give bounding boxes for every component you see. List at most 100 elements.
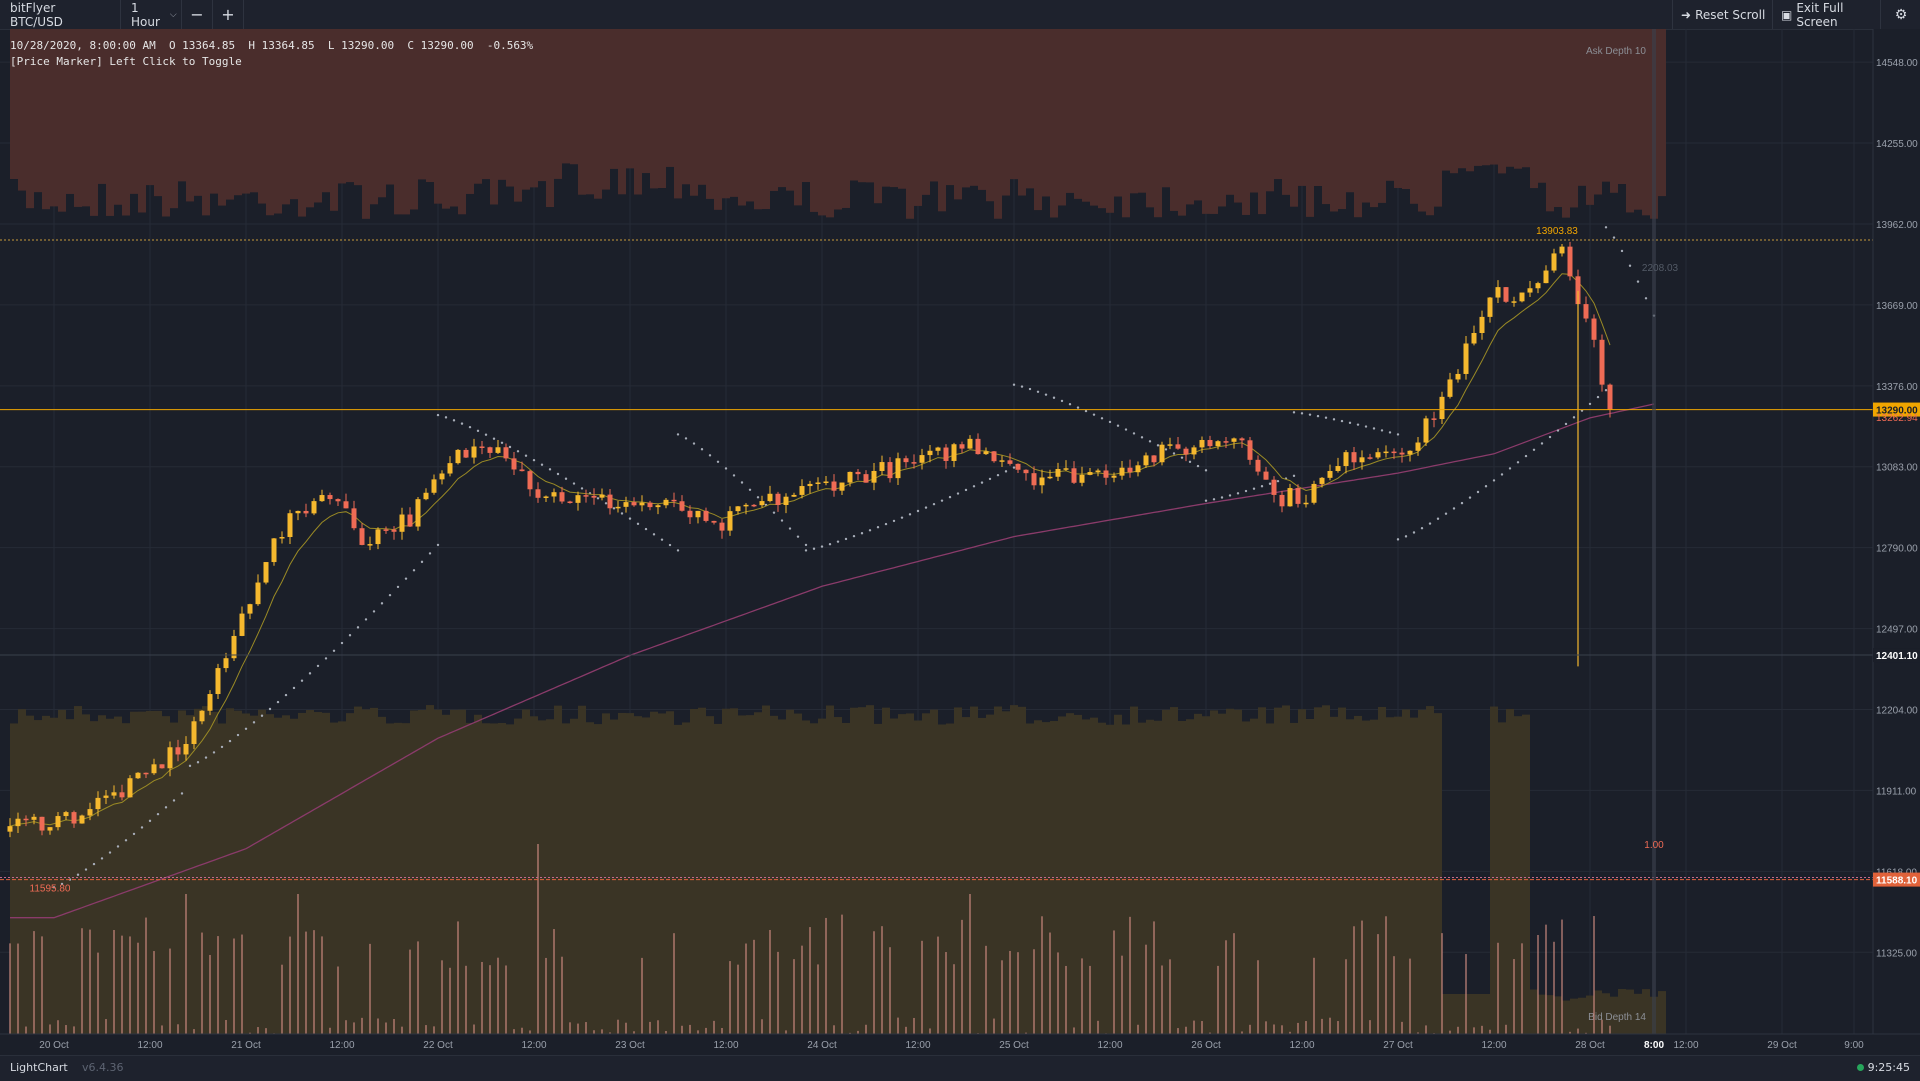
- sar-dot-4-110: [932, 502, 936, 506]
- candle-54: [439, 470, 445, 485]
- candle-body-190: [1527, 288, 1533, 293]
- candle-body-143: [1151, 455, 1157, 463]
- ask-depth-bar-109: [882, 29, 890, 187]
- candle-181: [1455, 369, 1461, 383]
- bid-depth-bar-102: [826, 705, 834, 1034]
- reset-scroll-label: Reset Scroll: [1695, 7, 1766, 22]
- high-line-label: 13903.83: [1536, 226, 1578, 237]
- exit-full-screen-button[interactable]: ▣ Exit Full Screen: [1772, 0, 1883, 29]
- bid-depth-bar-14: [122, 723, 130, 1034]
- sar-dot-1-18: [196, 761, 200, 764]
- ask-depth-bar-56: [458, 29, 466, 215]
- ask-depth-bar-107: [866, 29, 874, 183]
- sar-dot-1-31: [300, 679, 304, 682]
- x-tick-label-18: 12:00: [1673, 1040, 1698, 1051]
- x-tick-label-7: 12:00: [713, 1040, 738, 1051]
- bid-depth-bar-202: [1626, 989, 1634, 1034]
- sar-dot-2-50: [452, 419, 456, 422]
- ask-depth-bar-54: [442, 29, 450, 209]
- ask-depth-bar-72: [586, 29, 594, 195]
- sar-dot-2-58: [516, 450, 520, 453]
- candle-body-189: [1519, 292, 1525, 302]
- ask-depth-bar-204: [1642, 29, 1650, 216]
- sar-dot-5-124: [1044, 393, 1048, 396]
- zoom-in-button[interactable]: +: [213, 0, 244, 29]
- symbol-selector[interactable]: bitFlyer BTC/USD: [0, 0, 121, 29]
- candle-body-5: [47, 827, 53, 831]
- ask-depth-bar-46: [378, 29, 386, 198]
- candle-body-71: [575, 495, 581, 503]
- ask-depth-bar-166: [1338, 29, 1346, 210]
- bid-depth-bar-164: [1322, 705, 1330, 1034]
- sar-dot-1-32: [308, 672, 312, 675]
- bid-depth-bar-80: [650, 711, 658, 1034]
- ask-depth-bar-112: [906, 29, 914, 219]
- bid-depth-bar-103: [834, 717, 842, 1034]
- ask-depth-bar-7: [66, 29, 74, 194]
- candle-body-35: [287, 513, 293, 538]
- sar-dot-3-78: [676, 433, 680, 436]
- ask-depth-bar-172: [1386, 29, 1394, 181]
- ask-depth-bar-110: [890, 29, 898, 188]
- candle-169: [1359, 450, 1365, 470]
- ask-depth-bar-188: [1514, 29, 1522, 169]
- ask-depth-bar-92: [746, 29, 754, 202]
- sar-dot-2-62: [548, 468, 552, 471]
- ask-depth-bar-177: [1426, 29, 1434, 216]
- sar-dot-2-74: [644, 527, 648, 531]
- bid-depth-bar-51: [418, 709, 426, 1034]
- candle-body-20: [167, 747, 173, 769]
- ask-depth-bar-57: [466, 29, 474, 194]
- candle-body-184: [1479, 316, 1485, 333]
- ask-depth-bar-36: [298, 29, 306, 217]
- bid-depth-bar-37: [306, 710, 314, 1034]
- sar-dot-6-146: [1220, 496, 1224, 499]
- candle-162: [1303, 494, 1309, 508]
- candle-135: [1087, 467, 1093, 476]
- ask-depth-bar-129: [1042, 29, 1050, 197]
- candle-body-177: [1423, 418, 1429, 443]
- candle-body-99: [799, 486, 805, 495]
- candle-body-68: [551, 492, 557, 497]
- bid-depth-bar-119: [962, 717, 970, 1034]
- reset-scroll-button[interactable]: ➜ Reset Scroll: [1672, 0, 1773, 29]
- depth-value-label: 1.00: [1644, 840, 1664, 851]
- candle-83: [671, 492, 677, 508]
- x-tick-label-19: 29 Oct: [1767, 1040, 1797, 1051]
- candle-164: [1319, 476, 1325, 488]
- bid-depth-bar-47: [386, 723, 394, 1034]
- candle-68: [551, 488, 557, 503]
- sar-dot-8-176: [1460, 501, 1464, 505]
- ask-depth-bar-167: [1346, 29, 1354, 193]
- bid-depth-bar-67: [546, 719, 554, 1034]
- price-chart[interactable]: Ask Depth 10 Bid Depth 14 13903.83 11595.…: [0, 29, 1920, 1055]
- ask-depth-bar-17: [146, 29, 154, 186]
- interval-selector[interactable]: 1 Hour ⌵: [121, 0, 182, 29]
- candle-183: [1471, 325, 1477, 346]
- candle-89: [719, 518, 725, 539]
- candle-159: [1279, 491, 1285, 513]
- sar-dot-5-120: [1012, 383, 1016, 386]
- ask-depth-bar-120: [970, 29, 978, 186]
- x-tick-label-11: 12:00: [1097, 1040, 1122, 1051]
- bid-depth-bar-182: [1466, 994, 1474, 1034]
- candle-170: [1367, 453, 1373, 460]
- symbol-label: bitFlyer BTC/USD: [10, 0, 63, 29]
- candle-165: [1327, 464, 1333, 481]
- ask-depth-bar-28: [234, 29, 242, 196]
- bid-depth-bar-58: [474, 714, 482, 1034]
- last-price-tag-text: 13290.00: [1876, 406, 1918, 417]
- candle-body-168: [1351, 452, 1357, 463]
- sar-dot-0-5: [92, 862, 96, 866]
- ask-depth-bar-183: [1474, 29, 1482, 166]
- candle-body-59: [479, 446, 485, 448]
- bid-depth-bar-199: [1602, 993, 1610, 1034]
- sar-dot-0-13: [156, 812, 160, 816]
- zoom-out-button[interactable]: −: [182, 0, 213, 29]
- settings-button[interactable]: ⚙: [1880, 0, 1920, 29]
- candle-body-14: [119, 792, 125, 798]
- candle-body-115: [927, 450, 933, 456]
- sar-dot-2-51: [460, 422, 464, 425]
- candle-11: [95, 791, 101, 817]
- candle-146: [1175, 436, 1181, 450]
